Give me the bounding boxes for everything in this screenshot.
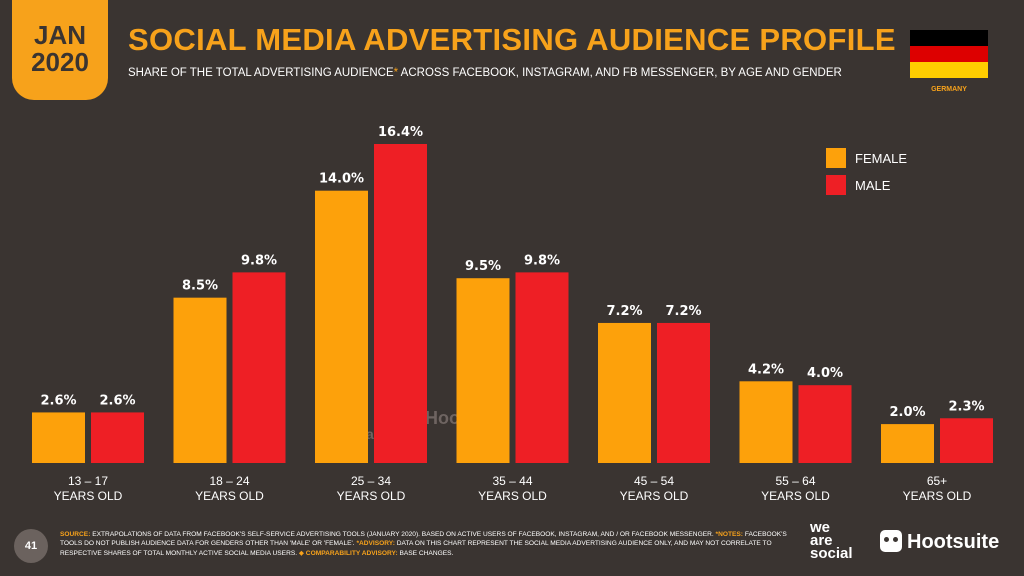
tick-label: 18 – 24: [209, 474, 249, 488]
logo-was-line-2: are: [810, 532, 833, 549]
we-are-social-logo: we are social: [810, 519, 853, 562]
bar-male: [91, 412, 144, 463]
bar-female: [456, 278, 510, 463]
bar-male: [798, 385, 852, 463]
date-year: 2020: [31, 47, 89, 77]
legend-label-female: FEMALE: [855, 151, 907, 166]
page-title: SOCIAL MEDIA ADVERTISING AUDIENCE PROFIL…: [128, 22, 896, 57]
bar-female: [739, 381, 793, 463]
source-label: SOURCE:: [60, 531, 91, 538]
notes-label: *NOTES:: [715, 531, 744, 538]
flag-stripe-black: [910, 30, 988, 46]
bar-male: [940, 418, 993, 463]
tick-sublabel: YEARS OLD: [761, 489, 830, 503]
germany-flag-icon: [910, 30, 988, 78]
data-label: 16.4%: [378, 125, 423, 140]
tick-label: 65+: [927, 474, 947, 488]
date-badge: JAN 2020: [12, 0, 108, 100]
data-label: 2.6%: [40, 393, 76, 408]
footer-source-notes: SOURCE: EXTRAPOLATIONS OF DATA FROM FACE…: [60, 530, 795, 558]
hootsuite-logo-text: Hootsuite: [907, 531, 1000, 553]
data-label: 8.5%: [182, 279, 218, 294]
subtitle-asterisk: *: [393, 67, 399, 79]
hootsuite-owl-icon: [880, 529, 902, 552]
bar-male: [232, 272, 286, 463]
legend-swatch-male: [826, 175, 846, 195]
date-month: JAN: [33, 20, 86, 50]
tick-sublabel: YEARS OLD: [620, 489, 689, 503]
data-label: 14.0%: [319, 172, 364, 187]
page-number: 41: [14, 529, 48, 563]
data-label: 2.6%: [99, 393, 135, 408]
bar-female: [32, 412, 85, 463]
bar-female: [598, 322, 651, 463]
country-label: GERMANY: [931, 86, 967, 93]
tick-sublabel: YEARS OLD: [478, 489, 547, 503]
bar-male: [374, 144, 427, 463]
notes-text: FACEBOOK'S TOOLS DO NOT PUBLISH AUDIENCE…: [60, 531, 787, 548]
advisory-label: *ADVISORY:: [356, 540, 395, 548]
hootsuite-logo: Hootsuite: [880, 529, 1000, 554]
legend-swatch-female: [826, 148, 846, 168]
bar-female: [173, 297, 227, 463]
legend-label-male: MALE: [855, 178, 891, 193]
tick-label: 13 – 17: [68, 474, 108, 488]
advisory-text: DATA ON THIS CHART REPRESENT THE SOCIAL …: [60, 540, 772, 557]
data-label: 7.2%: [606, 304, 642, 319]
bar-female: [315, 190, 368, 463]
data-label: 9.5%: [465, 259, 501, 274]
comparability-text: BASE CHANGES.: [397, 549, 454, 557]
bar-male: [515, 272, 569, 463]
bar-male: [657, 322, 710, 463]
tick-sublabel: YEARS OLD: [903, 489, 972, 503]
data-label: 9.8%: [524, 253, 560, 268]
bar-female: [881, 424, 934, 463]
tick-label: 35 – 44: [492, 474, 532, 488]
tick-sublabel: YEARS OLD: [195, 489, 264, 503]
tick-label: 55 – 64: [775, 474, 815, 488]
data-label: 9.8%: [241, 253, 277, 268]
data-label: 2.0%: [889, 405, 925, 420]
logo-was-line-1: we: [810, 519, 831, 536]
subtitle-text-start: SHARE OF THE TOTAL ADVERTISING AUDIENCE: [128, 67, 394, 79]
data-label: 4.2%: [748, 362, 784, 377]
tick-label: 45 – 54: [634, 474, 674, 488]
comparability-label: ◆ COMPARABILITY ADVISORY:: [298, 549, 398, 557]
tick-sublabel: YEARS OLD: [54, 489, 123, 503]
logo-was-line-3: social: [810, 545, 853, 562]
tick-label: 25 – 34: [351, 474, 391, 488]
tick-sublabel: YEARS OLD: [337, 489, 406, 503]
source-text: EXTRAPOLATIONS OF DATA FROM FACEBOOK'S S…: [90, 531, 716, 538]
flag-stripe-gold: [910, 62, 988, 78]
page-subtitle: SHARE OF THE TOTAL ADVERTISING AUDIENCE*…: [128, 67, 842, 79]
subtitle-text-end: ACROSS FACEBOOK, INSTAGRAM, AND FB MESSE…: [398, 67, 842, 79]
flag-stripe-red: [910, 46, 988, 62]
data-label: 7.2%: [665, 304, 701, 319]
data-label: 4.0%: [807, 366, 843, 381]
data-label: 2.3%: [948, 399, 984, 414]
